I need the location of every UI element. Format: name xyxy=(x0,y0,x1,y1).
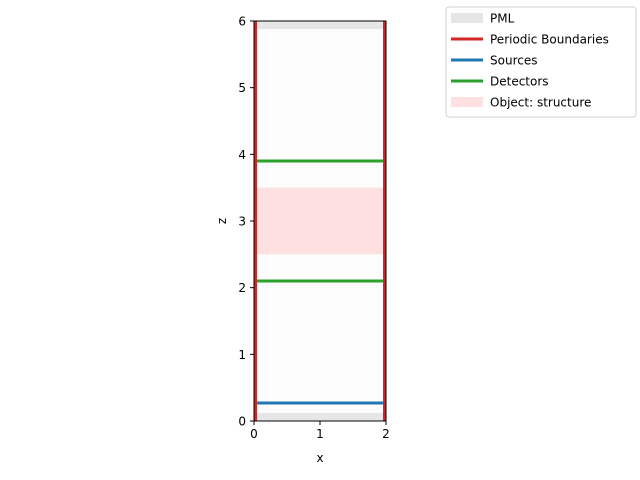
y-tick-label-2: 2 xyxy=(238,281,246,295)
y-tick-label-3: 3 xyxy=(238,215,246,229)
legend-handle-pml xyxy=(451,13,483,23)
y-tick-label-5: 5 xyxy=(238,81,246,95)
x-axis-label: x xyxy=(316,451,323,465)
object-structure xyxy=(254,187,386,255)
x-tick-label-0: 0 xyxy=(250,427,258,441)
legend-label-pml: PML xyxy=(490,12,515,26)
legend-handle-object xyxy=(451,97,483,107)
legend-label-object: Object: structure xyxy=(490,96,591,110)
y-tick-label-6: 6 xyxy=(238,15,246,29)
legend-label-source: Sources xyxy=(490,54,537,68)
pml-region-0 xyxy=(254,21,386,29)
y-axis-label: z xyxy=(215,218,229,224)
x-tick-label-1: 1 xyxy=(316,427,324,441)
y-tick-label-4: 4 xyxy=(238,148,246,162)
y-tick-label-1: 1 xyxy=(238,348,246,362)
axes: 0 1 2 0 1 2 3 4 5 6 xyxy=(238,15,389,442)
pml-region-1 xyxy=(254,413,386,421)
legend-label-periodic: Periodic Boundaries xyxy=(490,33,609,47)
plot-area xyxy=(254,21,386,421)
y-tick-label-0: 0 xyxy=(238,415,246,429)
x-tick-label-2: 2 xyxy=(382,427,390,441)
legend: PML Periodic Boundaries Sources Detectors Ob… xyxy=(445,6,637,118)
legend-box xyxy=(445,6,637,118)
legend-label-detector: Detectors xyxy=(490,75,549,89)
